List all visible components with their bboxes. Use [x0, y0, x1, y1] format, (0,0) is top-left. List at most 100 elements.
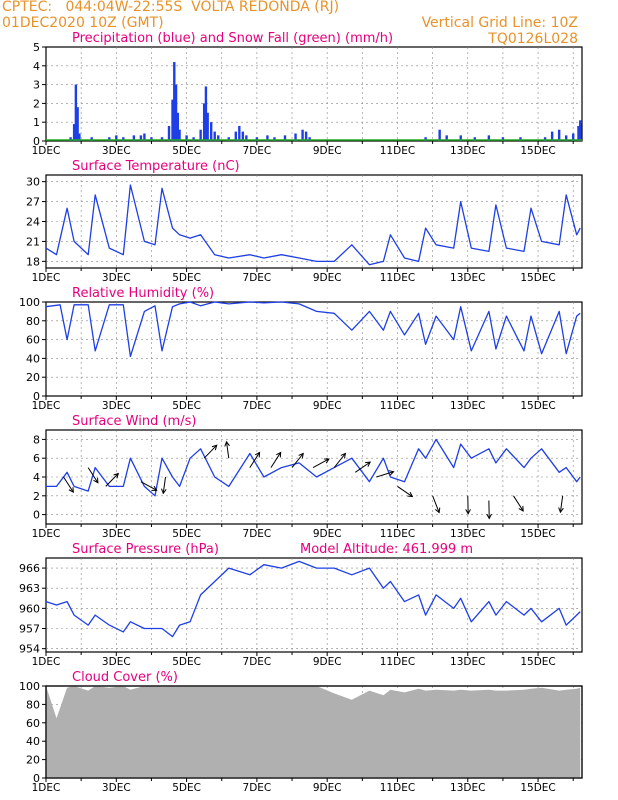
wind-arrow [226, 441, 230, 459]
x-tick-label: 11DEC [380, 400, 415, 412]
precip-bar [72, 124, 76, 141]
wind-arrow [376, 471, 394, 478]
precip-bar [519, 137, 522, 141]
precip-bar [171, 99, 174, 141]
panel-1: 0 1 2 3 4 5 1DEC 3DEC 5DEC 7DEC 9DEC 11DEC 13DEC 15DE… [32, 31, 583, 157]
precip-bar [213, 131, 216, 141]
y-tick-label: 20 [26, 371, 40, 384]
series-line [45, 301, 581, 358]
wind-arrow-head [254, 451, 261, 458]
precip-bar [501, 137, 505, 141]
precip-bar [74, 84, 78, 141]
wind-arrow-head [518, 505, 524, 512]
wind-arrow [432, 495, 440, 513]
x-tick-label: 3DEC [102, 145, 131, 157]
panel-title: Surface Wind (m/s) [72, 414, 196, 429]
panel-title: Cloud Cover (%) [72, 670, 178, 685]
panel-title: Precipitation (blue) and Snow Fall (gree… [72, 31, 393, 46]
x-tick-label: 5DEC [172, 528, 201, 540]
wind-arrow [270, 452, 282, 468]
wind-arrow [249, 452, 261, 468]
x-tick-label: 3DEC [102, 656, 131, 668]
precip-bar [178, 129, 181, 141]
precip-bar [487, 135, 491, 141]
x-tick-label: 15DEC [520, 145, 555, 157]
wind-arrow-head [340, 452, 347, 459]
wind-arrow-head [93, 477, 99, 484]
precip-bar [150, 137, 153, 141]
y-tick-label: 24 [26, 216, 40, 229]
x-tick-label: 11DEC [380, 528, 415, 540]
x-tick-label: 1DEC [32, 272, 61, 284]
x-tick-label: 15DEC [520, 656, 555, 668]
x-tick-label: 13DEC [450, 145, 485, 157]
x-tick-label: 15DEC [520, 272, 555, 284]
wind-arrow-head [486, 513, 492, 520]
panel-5: 954 957 960 963 966 1DEC 3DEC 5DEC 7DEC 9DEC 11DEC… [19, 542, 583, 668]
y-tick-label: 40 [26, 352, 40, 365]
precip-bar [217, 135, 220, 141]
y-tick-label: 8 [33, 433, 40, 446]
y-tick-label: 18 [26, 255, 40, 268]
precip-bar [273, 137, 276, 141]
y-tick-label: 4 [33, 471, 40, 484]
x-tick-label: 7DEC [243, 528, 272, 540]
wind-arrow [203, 444, 218, 459]
y-tick-label: 0 [33, 135, 40, 148]
x-tick-label: 11DEC [380, 782, 415, 794]
x-tick-label: 15DEC [520, 782, 555, 794]
y-tick-label: 100 [19, 680, 40, 693]
wind-arrow-head [365, 461, 372, 467]
x-tick-label: 15DEC [520, 400, 555, 412]
wind-arrow [291, 453, 304, 468]
y-tick-label: 2 [33, 490, 40, 503]
y-tick-label: 3 [33, 79, 40, 92]
wind-arrow-head [323, 458, 330, 464]
x-tick-label: 9DEC [313, 272, 342, 284]
precip-bar [577, 125, 580, 141]
x-tick-label: 13DEC [450, 656, 485, 668]
x-tick-label: 13DEC [450, 272, 485, 284]
precip-bar [424, 137, 427, 141]
header-station: CPTEC: 044:04W-22:55S VOLTA REDONDA (RJ) [2, 0, 340, 15]
precip-bar [76, 107, 79, 141]
x-tick-label: 7DEC [243, 400, 272, 412]
panel-2: 18 21 24 27 30 1DEC 3DEC 5DEC 7DEC 9DEC 11DEC 13DEC… [26, 159, 583, 284]
wind-arrow [87, 467, 99, 484]
panel-title: Surface Pressure (hPa) [72, 542, 219, 557]
wind-arrow-head [161, 488, 167, 495]
wind-arrow [397, 485, 413, 497]
y-tick-label: 2 [33, 97, 40, 110]
wind-arrow [559, 495, 564, 513]
panel-frame-top [45, 685, 583, 779]
precip-bar [176, 112, 180, 141]
precip-bar [209, 122, 213, 141]
y-tick-label: 4 [33, 60, 40, 73]
panel-frame [45, 557, 583, 653]
series-line [45, 560, 581, 638]
wind-arrow-head [68, 487, 74, 494]
header-run-date: 01DEC2020 10Z (GMT) [2, 15, 164, 31]
precip-bar [266, 135, 269, 141]
y-tick-label: 963 [19, 582, 40, 595]
precip-bar [185, 135, 188, 141]
x-tick-label: 3DEC [102, 528, 131, 540]
precip-bar [304, 131, 308, 141]
wind-arrow-head [465, 509, 471, 515]
precip-bar [160, 137, 164, 141]
y-tick-label: 0 [33, 772, 40, 785]
header-model-id: TQ0126L028 [488, 31, 578, 47]
panel-annotation: Model Altitude: 461.999 m [300, 542, 473, 557]
x-tick-label: 13DEC [450, 400, 485, 412]
x-tick-label: 1DEC [32, 656, 61, 668]
wind-arrow [162, 476, 166, 494]
precip-bar [308, 137, 311, 141]
series-line [46, 438, 581, 497]
cloud-area [46, 686, 581, 778]
x-tick-label: 5DEC [172, 145, 201, 157]
x-tick-label: 1DEC [32, 145, 61, 157]
precip-bar [438, 129, 441, 141]
precip-bar [445, 135, 448, 141]
precip-bar [557, 129, 561, 141]
y-tick-label: 954 [19, 643, 40, 656]
